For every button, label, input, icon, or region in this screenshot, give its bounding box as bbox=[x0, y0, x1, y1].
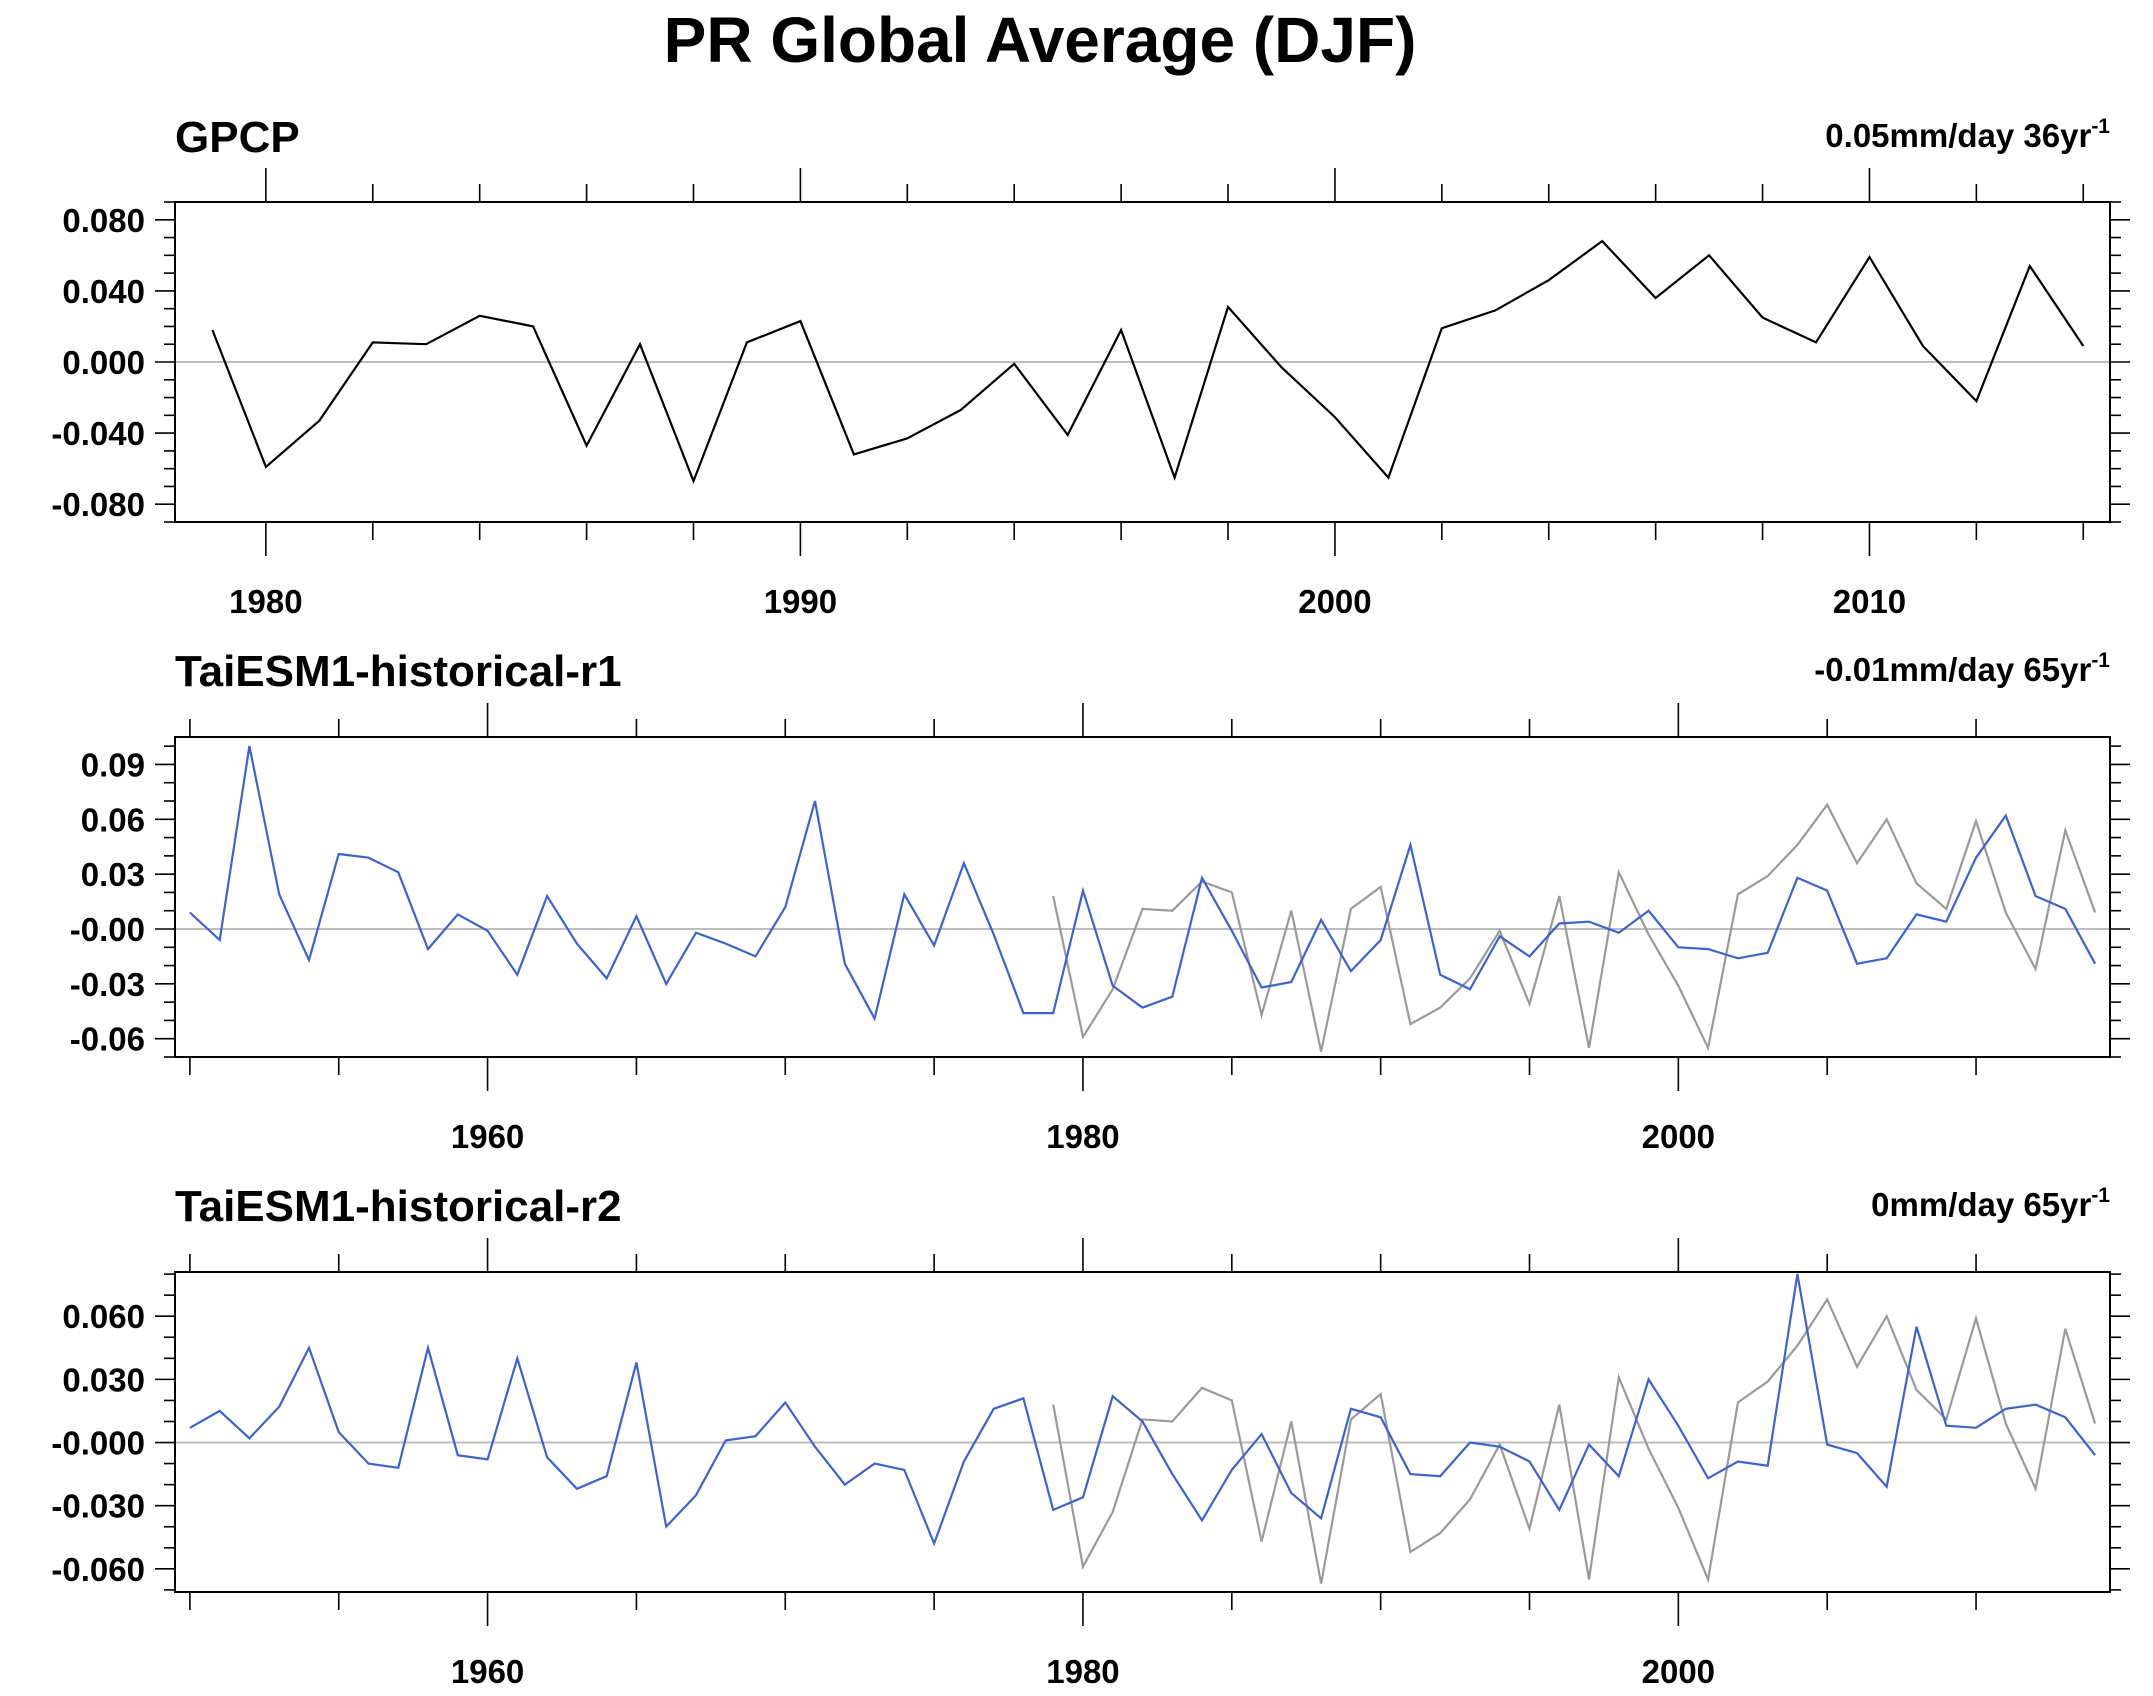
panel-gpcp: GPCP 0.05mm/day 36yr-1 -0.080 -0.040 0.000… bbox=[51, 113, 2130, 620]
y-tick-label: 0.060 bbox=[62, 1298, 145, 1335]
x-tick-label: 1980 bbox=[1046, 1118, 1119, 1155]
y-tick-label: 0.06 bbox=[81, 801, 145, 838]
x-tick-label: 2000 bbox=[1298, 583, 1371, 620]
panel-taiesm1-r1: TaiESM1-historical-r1 -0.01mm/day 65yr-1… bbox=[70, 647, 2130, 1155]
y-tick-label: 0.030 bbox=[62, 1361, 145, 1398]
y-tick-label: 0.040 bbox=[62, 273, 145, 310]
x-tick-label: 1990 bbox=[764, 583, 837, 620]
y-tick-label: -0.030 bbox=[51, 1488, 145, 1525]
y-tick-label: -0.000 bbox=[51, 1425, 145, 1462]
model-series-line bbox=[189, 745, 2097, 1022]
x-tick-label: 1980 bbox=[229, 583, 302, 620]
panel-title: TaiESM1-historical-r1 bbox=[175, 647, 622, 696]
y-tick-label: -0.00 bbox=[70, 911, 145, 948]
x-tick-label: 2000 bbox=[1642, 1653, 1715, 1690]
y-tick-label: -0.080 bbox=[51, 486, 145, 523]
plot-frame bbox=[174, 201, 2111, 523]
obs-overlay-series-line bbox=[1052, 802, 2097, 1052]
y-tick-label: -0.040 bbox=[51, 415, 145, 452]
plot-frame bbox=[174, 736, 2111, 1058]
panel-taiesm1-r2: TaiESM1-historical-r2 0mm/day 65yr-1 -0.… bbox=[51, 1182, 2130, 1690]
trend-exponent: -1 bbox=[2091, 115, 2110, 138]
trend-exponent: -1 bbox=[2091, 1184, 2110, 1207]
y-tick-label: -0.03 bbox=[70, 966, 145, 1003]
trend-value: 0mm/day 65yr bbox=[1871, 1186, 2091, 1223]
panel-title: GPCP bbox=[175, 113, 300, 162]
figure-title: PR Global Average (DJF) bbox=[664, 4, 1417, 76]
trend-value: -0.01mm/day 65yr bbox=[1814, 651, 2091, 688]
obs-overlay-series-line bbox=[1052, 1297, 2097, 1584]
y-tick-label: 0.03 bbox=[81, 856, 145, 893]
trend-value: 0.05mm/day 36yr bbox=[1825, 117, 2091, 154]
trend-label: 0.05mm/day 36yr-1 bbox=[1825, 115, 2110, 154]
trend-exponent: -1 bbox=[2091, 649, 2110, 672]
x-tick-label: 1960 bbox=[451, 1118, 524, 1155]
x-tick-label: 2000 bbox=[1642, 1118, 1715, 1155]
x-tick-label: 1960 bbox=[451, 1653, 524, 1690]
model-series-line bbox=[189, 1273, 2096, 1547]
x-tick-label: 1980 bbox=[1046, 1653, 1119, 1690]
y-tick-label: -0.06 bbox=[70, 1021, 145, 1058]
panel-title: TaiESM1-historical-r2 bbox=[175, 1182, 622, 1231]
trend-label: -0.01mm/day 65yr-1 bbox=[1814, 649, 2110, 688]
y-tick-label: -0.060 bbox=[51, 1551, 145, 1588]
y-tick-label: 0.09 bbox=[81, 746, 145, 783]
y-tick-label: 0.000 bbox=[62, 344, 145, 381]
y-tick-label: 0.080 bbox=[62, 202, 145, 239]
trend-label: 0mm/day 65yr-1 bbox=[1871, 1184, 2110, 1223]
plot-frame bbox=[174, 1271, 2111, 1593]
x-tick-label: 2010 bbox=[1833, 583, 1906, 620]
obs-series-line bbox=[211, 239, 2085, 485]
